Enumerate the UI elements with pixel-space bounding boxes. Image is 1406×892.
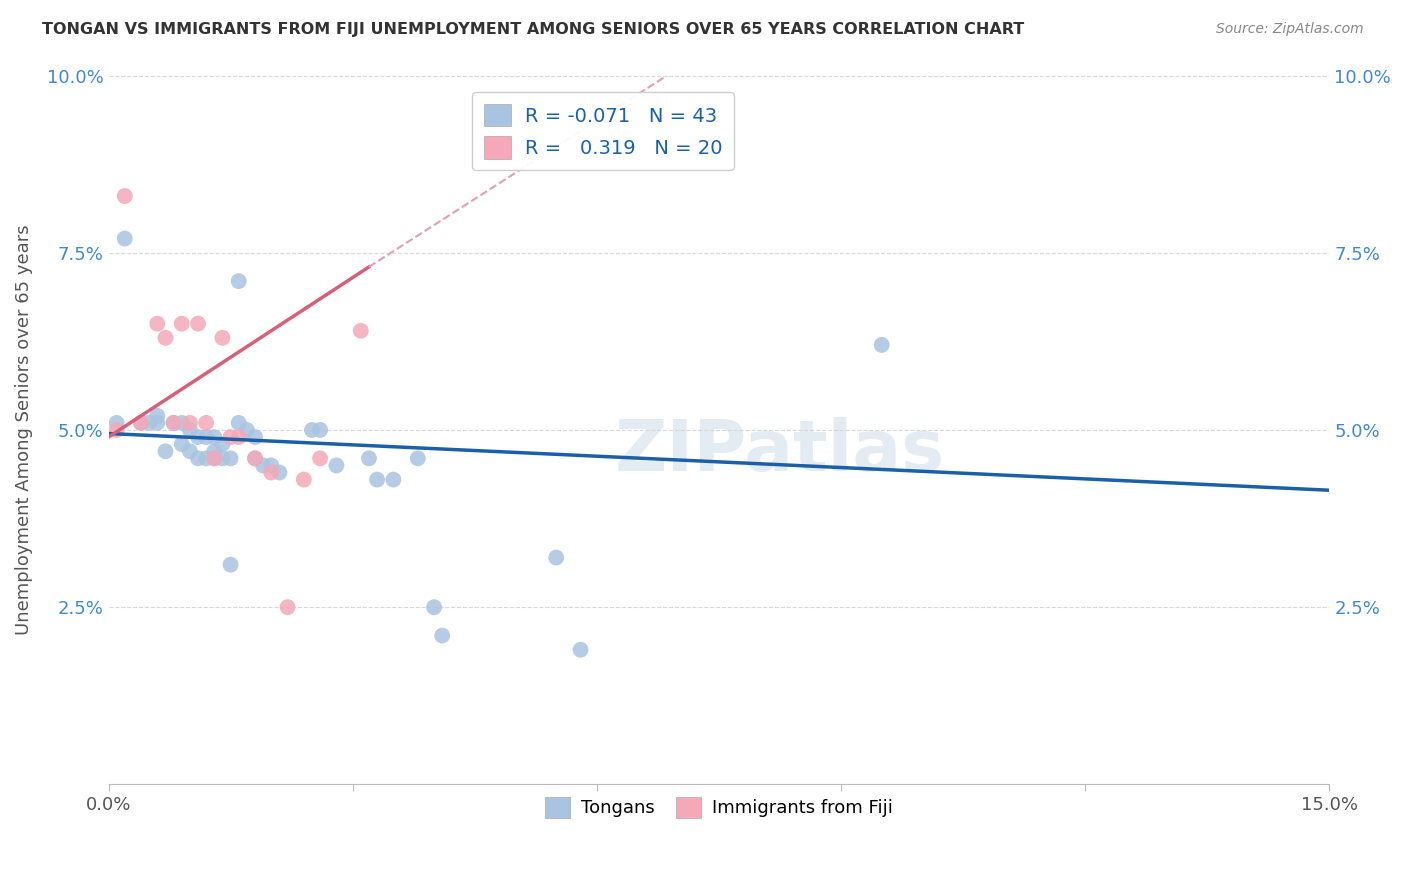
Point	[195, 451, 218, 466]
Point	[219, 558, 242, 572]
Point	[228, 430, 250, 444]
Point	[211, 451, 233, 466]
Point	[243, 430, 266, 444]
Point	[138, 416, 160, 430]
Point	[211, 437, 233, 451]
Point	[187, 451, 209, 466]
Point	[170, 317, 193, 331]
Text: TONGAN VS IMMIGRANTS FROM FIJI UNEMPLOYMENT AMONG SENIORS OVER 65 YEARS CORRELAT: TONGAN VS IMMIGRANTS FROM FIJI UNEMPLOYM…	[42, 22, 1025, 37]
Point	[260, 466, 283, 480]
Point	[187, 430, 209, 444]
Point	[382, 473, 405, 487]
Point	[202, 451, 225, 466]
Point	[146, 416, 169, 430]
Point	[146, 409, 169, 423]
Point	[114, 231, 136, 245]
Point	[155, 444, 177, 458]
Point	[105, 423, 128, 437]
Point	[187, 317, 209, 331]
Point	[170, 437, 193, 451]
Point	[228, 416, 250, 430]
Point	[236, 423, 259, 437]
Point	[202, 444, 225, 458]
Point	[179, 416, 201, 430]
Point	[301, 423, 323, 437]
Point	[146, 317, 169, 331]
Point	[277, 600, 299, 615]
Point	[546, 550, 568, 565]
Point	[569, 642, 592, 657]
Text: Source: ZipAtlas.com: Source: ZipAtlas.com	[1216, 22, 1364, 37]
Point	[269, 466, 291, 480]
Point	[325, 458, 347, 473]
Point	[105, 416, 128, 430]
Point	[129, 416, 152, 430]
Point	[243, 451, 266, 466]
Point	[309, 451, 332, 466]
Point	[219, 451, 242, 466]
Point	[366, 473, 388, 487]
Point	[228, 274, 250, 288]
Point	[114, 189, 136, 203]
Point	[195, 430, 218, 444]
Point	[170, 416, 193, 430]
Point	[211, 331, 233, 345]
Point	[423, 600, 446, 615]
Point	[219, 430, 242, 444]
Point	[870, 338, 893, 352]
Text: ZIPatlas: ZIPatlas	[614, 417, 945, 486]
Y-axis label: Unemployment Among Seniors over 65 years: Unemployment Among Seniors over 65 years	[15, 225, 32, 635]
Point	[162, 416, 184, 430]
Point	[179, 423, 201, 437]
Point	[252, 458, 274, 473]
Point	[202, 451, 225, 466]
Point	[179, 444, 201, 458]
Point	[350, 324, 373, 338]
Point	[155, 331, 177, 345]
Point	[432, 629, 454, 643]
Point	[129, 416, 152, 430]
Point	[260, 458, 283, 473]
Point	[202, 430, 225, 444]
Point	[309, 423, 332, 437]
Point	[357, 451, 380, 466]
Point	[162, 416, 184, 430]
Point	[243, 451, 266, 466]
Point	[195, 416, 218, 430]
Point	[406, 451, 429, 466]
Point	[292, 473, 315, 487]
Legend: Tongans, Immigrants from Fiji: Tongans, Immigrants from Fiji	[537, 789, 900, 825]
